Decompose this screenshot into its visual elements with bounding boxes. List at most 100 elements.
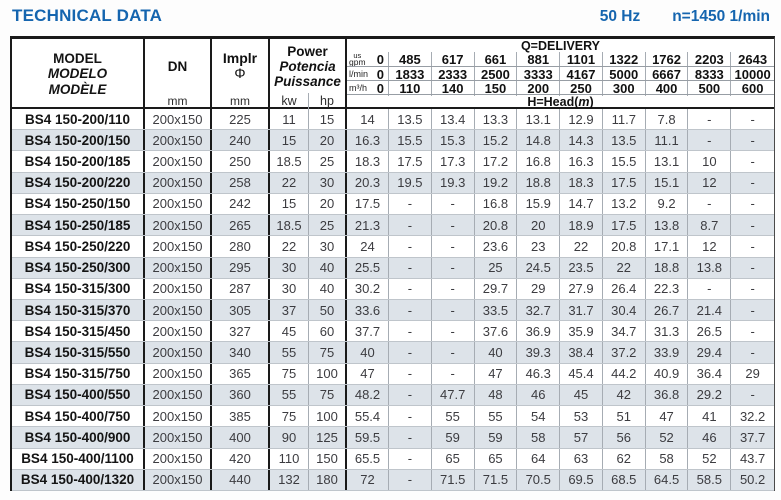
delivery-unit-row: m³/h 0 110 140 150 200 250 300 400 500 600 xyxy=(347,80,774,96)
head-value: 62 xyxy=(603,448,646,469)
delivery-value: 300 xyxy=(603,81,646,96)
power-hp-value: 30 xyxy=(309,172,347,193)
head-value: 48 xyxy=(475,384,518,406)
impeller-diameter-value: 225 xyxy=(212,109,270,130)
model-name: BS4 150-250/300 xyxy=(12,257,145,278)
delivery-section-header: Q=DELIVERY us gpm 0 485 617 661 881 1101 1322 176… xyxy=(347,39,774,109)
model-name: BS4 150-250/150 xyxy=(12,193,145,215)
head-value: 18.8 xyxy=(646,257,689,278)
speed-label: n=1450 1/min xyxy=(672,8,770,25)
head-value: 12 xyxy=(688,172,732,193)
power-hp-value: 125 xyxy=(309,427,347,448)
head-value: - xyxy=(389,278,432,299)
head-value: 46 xyxy=(688,427,732,448)
table-body: BS4 150-200/110 200x150 225 11 15 14 13.5 13.4 1… xyxy=(12,109,774,491)
head-value: 29.2 xyxy=(688,384,732,406)
head-value: 13.2 xyxy=(603,193,646,215)
delivery-value: 2643 xyxy=(738,52,768,67)
model-name: BS4 150-400/550 xyxy=(12,384,145,406)
impeller-diameter-value: 258 xyxy=(212,172,270,193)
power-kw-value: 55 xyxy=(270,342,309,363)
delivery-value: 3333 xyxy=(517,67,561,82)
dn-value: 200x150 xyxy=(145,406,212,427)
head-value: 47.7 xyxy=(432,384,475,406)
head-value: 16.3 xyxy=(560,151,603,172)
head-value: 53 xyxy=(560,406,603,427)
table-row: BS4 150-315/550 200x150 340 55 75 40- -40 39.3 3… xyxy=(12,342,774,364)
power-hp-value: 75 xyxy=(309,342,347,363)
dn-value: 200x150 xyxy=(145,172,212,193)
dn-value: 200x150 xyxy=(145,448,212,469)
head-value: 13.8 xyxy=(688,257,732,278)
model-header-fr: MODÈLE xyxy=(48,81,107,97)
table-row: BS4 150-315/750 200x150 365 75 100 47- -47 46.3… xyxy=(12,363,774,385)
impeller-column-header: Implr Φ mm xyxy=(212,39,270,109)
head-value: - xyxy=(389,236,432,257)
model-name: BS4 150-200/110 xyxy=(12,109,145,130)
head-value: - xyxy=(389,406,432,427)
delivery-value: 1762 xyxy=(646,52,689,67)
head-value: 20.8 xyxy=(475,215,518,236)
head-value: 17.5 xyxy=(603,215,646,236)
table-row: BS4 150-400/900 200x150 400 90 125 59.5-59 59 5… xyxy=(12,427,774,449)
delivery-unit-label-cell: l/min 0 xyxy=(347,67,389,82)
head-value: 18.3 xyxy=(347,151,389,172)
power-kw-value: 132 xyxy=(270,469,309,490)
head-value: 58 xyxy=(517,427,561,448)
head-value: - xyxy=(389,257,432,278)
power-kw-value: 55 xyxy=(270,384,309,406)
delivery-value: 2500 xyxy=(475,67,518,82)
model-name: BS4 150-200/150 xyxy=(12,130,145,151)
head-value: 30.4 xyxy=(603,299,646,321)
impeller-diameter-value: 440 xyxy=(212,469,270,490)
head-value: 16.8 xyxy=(517,151,561,172)
head-value: - xyxy=(389,363,432,384)
head-value: 14.7 xyxy=(560,193,603,215)
head-value: 33.6 xyxy=(347,299,389,321)
power-hp-value: 20 xyxy=(309,130,347,151)
dn-value: 200x150 xyxy=(145,278,212,299)
model-name: BS4 150-200/185 xyxy=(12,151,145,172)
head-value: - xyxy=(432,363,475,384)
head-value: 20.3 xyxy=(347,172,389,193)
head-value: 26.5 xyxy=(688,321,732,342)
head-value: 13.4 xyxy=(432,109,475,130)
head-value: 17.2 xyxy=(475,151,518,172)
head-value: 22 xyxy=(603,257,646,278)
head-value: - xyxy=(750,345,755,361)
operating-conditions: 50 Hz n=1450 1/min xyxy=(600,8,770,26)
table-row: BS4 150-250/300 200x150 295 30 40 25.5- -25 24.… xyxy=(12,257,774,279)
delivery-value: 8333 xyxy=(688,67,732,82)
head-value: 12.9 xyxy=(560,109,603,130)
head-value: 50.2 xyxy=(739,472,766,488)
head-value: 21.3 xyxy=(347,215,389,236)
power-hp-value: 150 xyxy=(309,448,347,469)
head-value: 15.3 xyxy=(432,130,475,151)
impeller-diameter-value: 295 xyxy=(212,257,270,278)
head-value: 55 xyxy=(475,406,518,427)
head-value: - xyxy=(432,215,475,236)
head-value: 13.1 xyxy=(646,151,689,172)
dn-value: 200x150 xyxy=(145,342,212,363)
head-value: 72 xyxy=(347,469,389,490)
delivery-unit-label-cell: m³/h 0 xyxy=(347,81,389,96)
phi-symbol: Φ xyxy=(234,65,246,81)
head-value: 56 xyxy=(603,427,646,448)
head-value: - xyxy=(688,278,732,299)
power-hp-value: 30 xyxy=(309,236,347,257)
head-value: 33.5 xyxy=(475,299,518,321)
delivery-value: 150 xyxy=(475,81,518,96)
power-kw-value: 37 xyxy=(270,299,309,321)
table-row: BS4 150-250/150 200x150 242 15 20 17.5- -16.8 1… xyxy=(12,193,774,216)
head-value: 18.9 xyxy=(560,215,603,236)
head-value: 11.7 xyxy=(603,109,646,130)
dn-value: 200x150 xyxy=(145,469,212,490)
model-name: BS4 150-200/220 xyxy=(12,172,145,193)
head-value: 47 xyxy=(646,406,689,427)
head-value: 45.4 xyxy=(560,363,603,384)
delivery-value: 250 xyxy=(560,81,603,96)
impeller-diameter-value: 365 xyxy=(212,363,270,384)
power-hp-value: 100 xyxy=(309,363,347,384)
model-column-header: MODEL MODELO MODÈLE xyxy=(12,39,145,109)
